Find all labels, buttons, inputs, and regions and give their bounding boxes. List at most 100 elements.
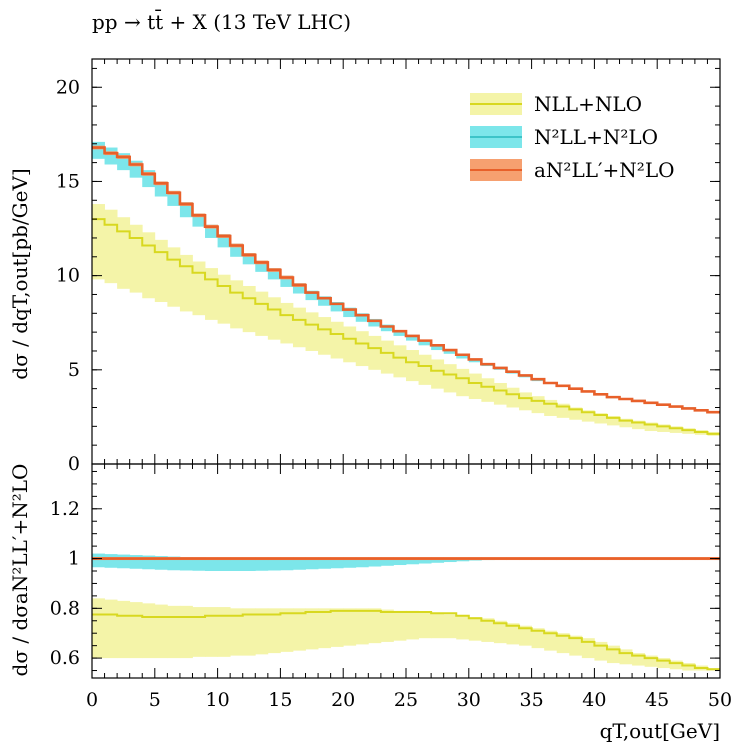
main-bands	[92, 141, 721, 436]
n2ll-band-bin	[330, 302, 344, 312]
x-tick-label: 5	[149, 689, 161, 711]
chart-title: pp → tt̄ + X (13 TeV LHC)	[92, 9, 351, 34]
nll-band-bin	[255, 291, 269, 336]
nll-band-bin	[280, 608, 294, 652]
n2ll-band-bin	[318, 557, 332, 569]
n2ll-band-bin	[431, 557, 445, 563]
n2ll-band-bin	[456, 353, 470, 359]
nll-band-bin	[657, 658, 671, 669]
nll-band-bin	[368, 608, 382, 644]
n2ll-band-bin	[292, 283, 306, 294]
nll-band-bin	[594, 413, 608, 424]
nll-band-bin	[393, 610, 407, 641]
nll-band-bin	[104, 209, 118, 284]
nll-band-bin	[179, 254, 193, 312]
nll-band-bin	[217, 274, 231, 324]
n2ll-band-bin	[368, 557, 382, 567]
n2ll-band-bin	[230, 557, 244, 571]
x-tick-label: 50	[708, 689, 732, 711]
nll-band-bin	[142, 232, 156, 299]
nll-band-bin	[632, 420, 646, 430]
x-tick-label: 25	[394, 689, 418, 711]
nll-band-bin	[330, 321, 344, 359]
y-tick-label: 0.6	[50, 647, 80, 669]
nll-band-bin	[682, 663, 696, 671]
x-tick-label: 45	[645, 689, 669, 711]
x-axis-label: qT,out[GeV]	[600, 719, 720, 743]
n2ll-band-bin	[330, 557, 344, 569]
nll-band-bin	[267, 297, 281, 340]
n2ll-band-bin	[117, 554, 131, 569]
nll-band-bin	[292, 307, 306, 348]
nll-band-bin	[179, 605, 193, 659]
nll-band-bin	[493, 620, 507, 644]
n2ll-band-bin	[418, 339, 432, 346]
n2ll-band-bin	[380, 324, 394, 332]
nll-band-bin	[230, 608, 244, 656]
main-x-ticks	[91, 59, 721, 464]
nll-band-bin	[531, 396, 545, 414]
nll-band-bin	[192, 261, 206, 316]
legend-label: NLL+NLO	[534, 92, 642, 116]
nll-band-bin	[343, 608, 357, 646]
nll-band-bin	[506, 623, 520, 645]
n2ll-band-bin	[343, 557, 357, 568]
n2ll-band-bin	[280, 275, 294, 287]
n2ll-band-bin	[267, 557, 281, 571]
legend-label: N²LL+N²LO	[534, 125, 658, 149]
y-tick-label: 0	[68, 453, 80, 475]
nll-band-bin	[669, 660, 683, 670]
n2ll-band-bin	[292, 557, 306, 570]
nll-band-bin	[330, 608, 344, 647]
nll-band-bin	[581, 410, 595, 422]
nll-band-bin	[92, 598, 105, 659]
x-tick-label: 20	[331, 689, 355, 711]
nll-band-bin	[343, 326, 357, 363]
n2ll-band-bin	[255, 260, 269, 272]
y-tick-label: 1.2	[50, 498, 80, 520]
x-tick-label: 15	[268, 689, 292, 711]
y-tick-label: 20	[56, 76, 80, 98]
nll-band-bin	[242, 608, 256, 656]
nll-band-bin	[205, 268, 218, 320]
n2ll-band-bin	[104, 554, 118, 568]
n2ll-band-bin	[192, 557, 206, 571]
y-tick-label: 10	[56, 265, 80, 287]
nll-band-bin	[544, 630, 558, 651]
n2ll-band-bin	[305, 290, 319, 301]
nll-band-bin	[355, 608, 369, 645]
nll-band-bin	[117, 600, 131, 659]
n2ll-band-bin	[418, 557, 432, 564]
nll-band-bin	[368, 335, 382, 370]
legend-item-nll: NLL+NLO	[470, 92, 642, 116]
nll-band-bin	[380, 609, 394, 642]
n2ll-band-bin	[406, 557, 419, 565]
nll-band-bin	[305, 312, 319, 351]
y-tick-label: 15	[56, 170, 80, 192]
n2ll-band-bin	[406, 334, 419, 341]
nll-band-bin	[456, 368, 470, 397]
nll-band-bin	[456, 615, 470, 640]
main-y-ticks: 0 5 10 15 20	[56, 67, 720, 475]
nll-band-bin	[242, 285, 256, 333]
y-tick-label: 5	[68, 359, 80, 381]
n2ll-band-bin	[305, 557, 319, 570]
nll-band-bin	[506, 387, 520, 408]
nll-band-bin	[418, 354, 432, 385]
nll-band-bin	[129, 602, 143, 659]
nll-band-bin	[468, 373, 482, 400]
an2ll-series-line	[92, 146, 720, 414]
nll-band-bin	[644, 655, 658, 667]
nll-band-bin	[431, 359, 445, 389]
n2ll-band-bin	[179, 557, 193, 571]
n2ll-band-bin	[255, 557, 269, 571]
nll-band-bin	[468, 617, 482, 641]
n2ll-band-bin	[92, 141, 105, 159]
n2ll-band-bin	[242, 557, 256, 571]
n2ll-band-bin	[318, 296, 332, 306]
n2ll-band-bin	[343, 307, 357, 318]
n2ll-band-bin	[355, 313, 369, 322]
nll-band-bin	[355, 331, 369, 367]
nll-band-bin	[205, 607, 218, 657]
